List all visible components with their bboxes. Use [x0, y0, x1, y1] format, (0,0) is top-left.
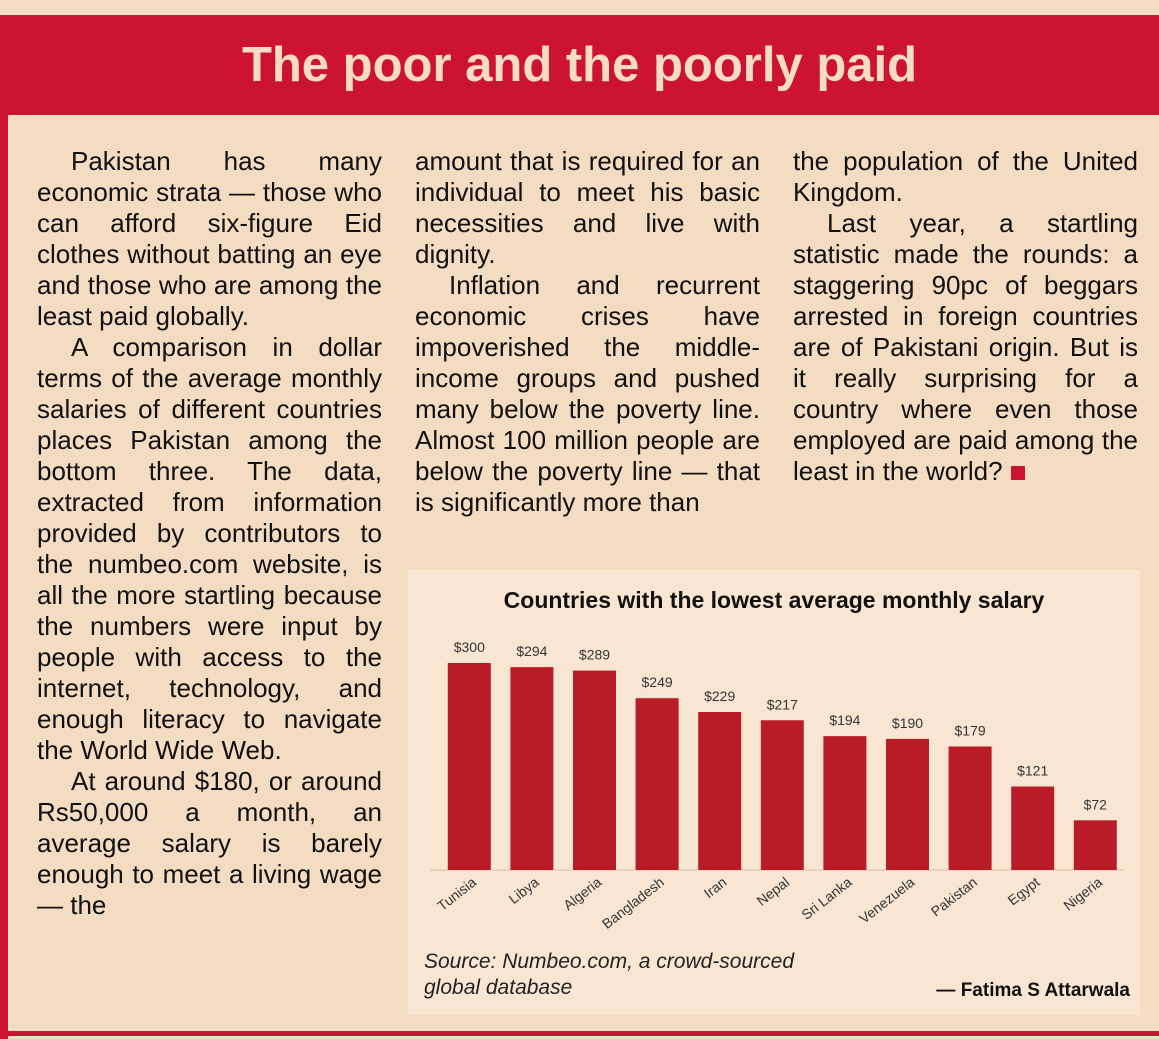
byline: — Fatima S Attarwala: [936, 980, 1130, 1001]
x-tick-label: Sri Lanka: [798, 874, 855, 923]
bar: [886, 738, 929, 870]
value-label: $249: [642, 674, 673, 690]
value-label: $121: [1017, 763, 1048, 779]
paragraph: A comparison in dollar terms of the aver…: [37, 332, 382, 765]
value-label: $300: [454, 639, 485, 655]
source: global database: [424, 976, 572, 999]
bar: [447, 663, 491, 870]
bar: [573, 670, 616, 870]
x-tick-label: Nigeria: [1060, 874, 1105, 914]
value-label: $229: [704, 688, 735, 704]
chart-title: Countries with the lowest average monthl…: [504, 587, 1045, 613]
paragraph: Pakistan has many economic strata — thos…: [37, 146, 382, 331]
bar: [948, 746, 992, 870]
column: amount that is required for an individua…: [415, 146, 760, 518]
chart: Countries with the lowest average monthl…: [424, 587, 1130, 1001]
paragraph: At around $180, or around Rs50,000 a mon…: [37, 766, 382, 920]
border: [0, 115, 8, 1039]
paragraph: amount that is required for an individua…: [415, 146, 760, 269]
headline: The poor and the poorly paid: [241, 38, 918, 92]
bar: [635, 698, 679, 870]
value-label: $294: [516, 643, 547, 659]
column: the population of the United Kingdom. Las…: [793, 146, 1138, 487]
x-tick-label: Iran: [701, 874, 730, 901]
end-mark: [1010, 466, 1025, 480]
bar: [698, 711, 742, 870]
x-tick-label: Venezuela: [856, 874, 918, 927]
bar: [1011, 786, 1055, 870]
paragraph: Inflation and recurrent economic crises …: [415, 270, 760, 517]
value-label: $289: [579, 647, 610, 663]
source: Source: Numbeo.com, a crowd-sourced: [424, 950, 795, 973]
x-tick-label: Bangladesh: [599, 874, 667, 932]
x-tick-label: Libya: [506, 874, 542, 907]
value-label: $194: [829, 712, 860, 728]
header-band: The poor and the poorly paid: [0, 15, 1159, 115]
chart-box: Countries with the lowest average monthl…: [408, 570, 1140, 1015]
paragraph: Last year, a startling statistic made th…: [793, 208, 1138, 486]
x-tick-label: Algeria: [560, 874, 604, 914]
value-label: $190: [892, 715, 923, 731]
x-tick-label: Tunisia: [434, 874, 479, 914]
bar: [1073, 820, 1117, 870]
bar: [760, 720, 804, 870]
x-tick-label: Egypt: [1004, 874, 1042, 909]
paragraph: the population of the United Kingdom.: [793, 146, 1138, 207]
x-tick-label: Nepal: [753, 874, 792, 909]
x-tick-label: Pakistan: [928, 874, 980, 920]
bar: [823, 736, 867, 870]
column: Pakistan has many economic strata — thos…: [37, 146, 382, 921]
value-label: $217: [767, 696, 798, 712]
border: [0, 1031, 1159, 1036]
bar: [510, 667, 554, 870]
value-label: $179: [955, 722, 986, 738]
value-label: $72: [1084, 796, 1108, 812]
